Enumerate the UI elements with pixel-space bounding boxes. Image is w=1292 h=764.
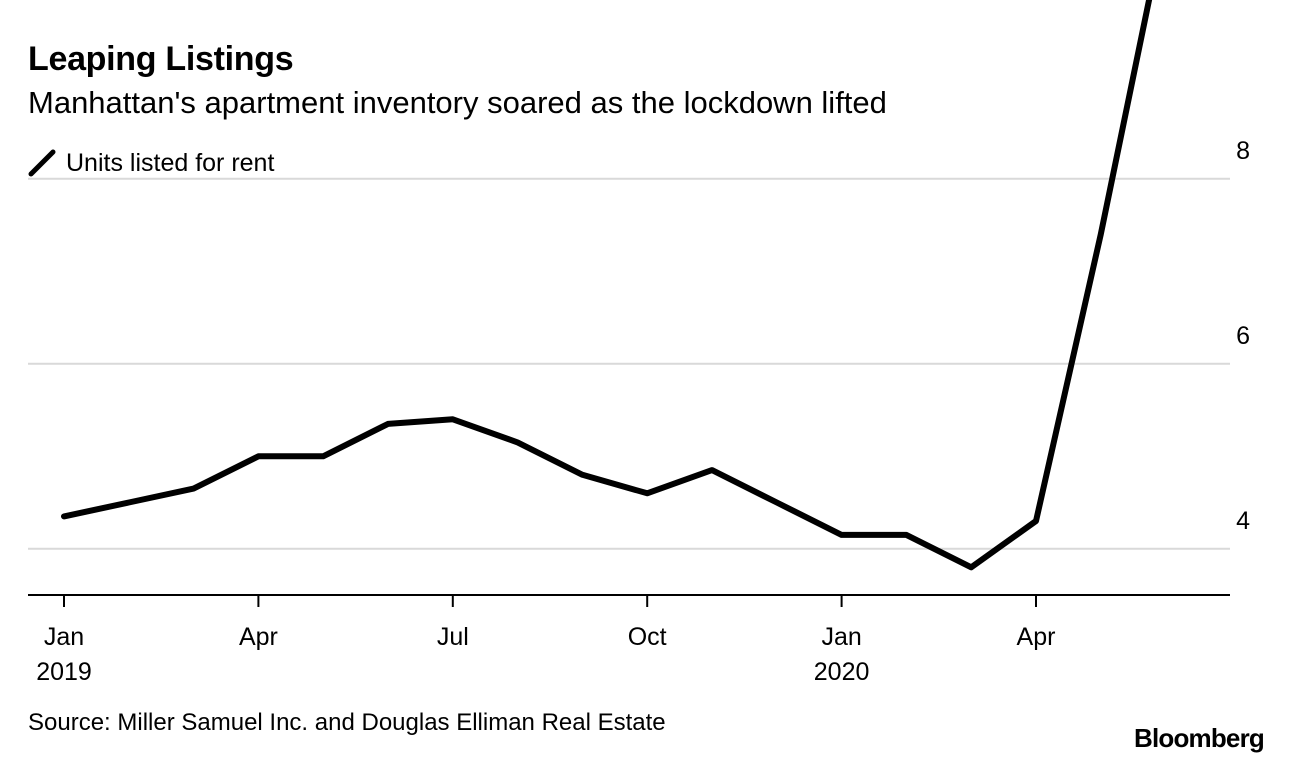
bloomberg-logo: Bloomberg bbox=[1133, 723, 1265, 753]
series-line-units-listed bbox=[61, 0, 1153, 571]
x-tick-year-label: 2019 bbox=[36, 658, 92, 686]
legend-label: Units listed for rent bbox=[66, 148, 275, 177]
y-tick-label: 8 bbox=[1236, 137, 1250, 165]
x-tick-label: Apr bbox=[239, 623, 278, 651]
legend-line-icon bbox=[28, 149, 56, 177]
y-tick-label: 4 bbox=[1236, 507, 1250, 535]
x-tick-year-label: 2020 bbox=[814, 658, 870, 686]
x-tick-label: Apr bbox=[1017, 623, 1056, 651]
chart-subtitle: Manhattan's apartment inventory soared a… bbox=[28, 85, 887, 120]
x-tick-label: Jan bbox=[821, 623, 861, 651]
x-tick-label: Oct bbox=[628, 623, 667, 651]
x-tick-label: Jul bbox=[437, 623, 469, 651]
legend: Units listed for rent bbox=[28, 146, 274, 180]
y-tick-label: 6 bbox=[1236, 322, 1250, 350]
x-tick-label: Jan bbox=[44, 623, 84, 651]
source-note: Source: Miller Samuel Inc. and Douglas E… bbox=[28, 709, 666, 736]
chart-title: Leaping Listings bbox=[28, 40, 294, 78]
